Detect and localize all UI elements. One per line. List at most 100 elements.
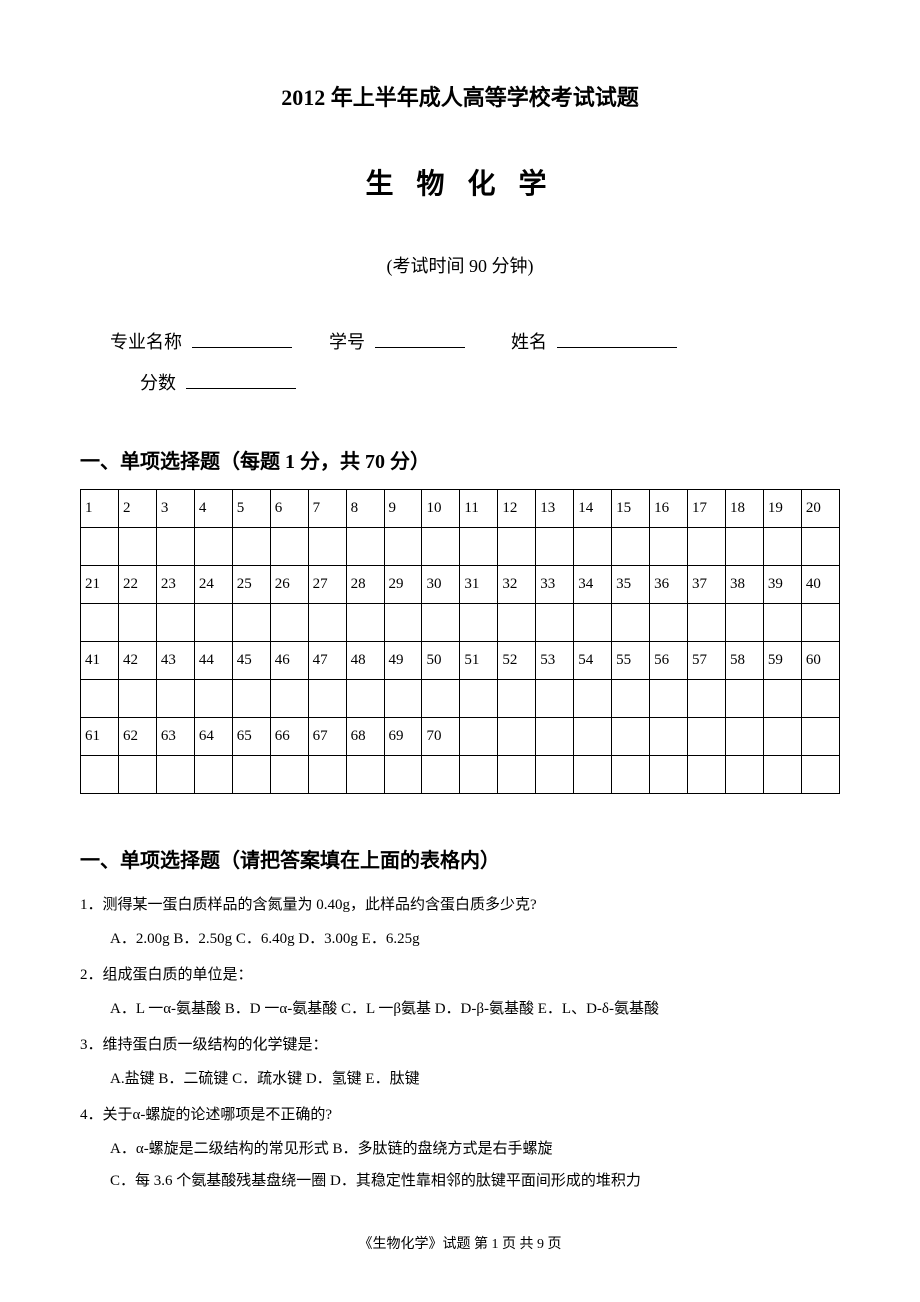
answer-cell[interactable] [308, 604, 346, 642]
answer-cell[interactable] [156, 680, 194, 718]
answer-cell[interactable] [536, 604, 574, 642]
answer-cell[interactable] [725, 528, 763, 566]
answer-cell[interactable] [688, 528, 726, 566]
answer-cell[interactable] [232, 604, 270, 642]
answer-cell[interactable] [574, 756, 612, 794]
answer-cell[interactable] [650, 680, 688, 718]
section1-title: 一、单项选择题（每题 1 分，共 70 分） [80, 445, 840, 474]
answer-cell[interactable] [574, 680, 612, 718]
answer-cell[interactable] [156, 528, 194, 566]
answer-cell[interactable] [460, 756, 498, 794]
answer-cell[interactable] [574, 604, 612, 642]
cell: 5 [232, 490, 270, 528]
answer-cell[interactable] [801, 756, 839, 794]
answer-cell[interactable] [308, 756, 346, 794]
answer-cell[interactable] [612, 756, 650, 794]
answer-cell[interactable] [156, 604, 194, 642]
answer-cell[interactable] [574, 528, 612, 566]
answer-cell[interactable] [688, 604, 726, 642]
answer-cell[interactable] [725, 756, 763, 794]
answer-cell[interactable] [270, 680, 308, 718]
answer-cell[interactable] [346, 756, 384, 794]
answer-cell[interactable] [270, 528, 308, 566]
answer-cell[interactable] [460, 680, 498, 718]
answer-cell[interactable] [763, 680, 801, 718]
cell: 60 [801, 642, 839, 680]
answer-cell[interactable] [232, 680, 270, 718]
answer-cell[interactable] [270, 604, 308, 642]
answer-cell[interactable] [194, 756, 232, 794]
answer-cell[interactable] [422, 756, 460, 794]
answer-cell[interactable] [384, 756, 422, 794]
cell: 59 [763, 642, 801, 680]
answer-cell[interactable] [460, 528, 498, 566]
answer-cell[interactable] [498, 680, 536, 718]
cell [536, 718, 574, 756]
answer-cell[interactable] [346, 604, 384, 642]
answer-cell[interactable] [763, 528, 801, 566]
grid-row-4-numbers: 61 62 63 64 65 66 67 68 69 70 [81, 718, 840, 756]
answer-cell[interactable] [688, 756, 726, 794]
answer-cell[interactable] [118, 756, 156, 794]
answer-cell[interactable] [422, 528, 460, 566]
answer-cell[interactable] [460, 604, 498, 642]
answer-cell[interactable] [498, 604, 536, 642]
answer-cell[interactable] [801, 680, 839, 718]
answer-cell[interactable] [384, 680, 422, 718]
cell: 13 [536, 490, 574, 528]
answer-cell[interactable] [81, 680, 119, 718]
answer-cell[interactable] [422, 604, 460, 642]
id-blank[interactable] [375, 347, 465, 348]
answer-cell[interactable] [725, 680, 763, 718]
answer-cell[interactable] [194, 528, 232, 566]
cell [801, 718, 839, 756]
answer-cell[interactable] [384, 528, 422, 566]
answer-cell[interactable] [81, 604, 119, 642]
answer-cell[interactable] [232, 756, 270, 794]
answer-cell[interactable] [498, 756, 536, 794]
answer-cell[interactable] [688, 680, 726, 718]
answer-cell[interactable] [498, 528, 536, 566]
cell [688, 718, 726, 756]
cell: 46 [270, 642, 308, 680]
answer-cell[interactable] [194, 680, 232, 718]
answer-cell[interactable] [725, 604, 763, 642]
cell: 18 [725, 490, 763, 528]
cell: 47 [308, 642, 346, 680]
answer-cell[interactable] [650, 528, 688, 566]
answer-cell[interactable] [612, 680, 650, 718]
answer-cell[interactable] [422, 680, 460, 718]
answer-cell[interactable] [536, 756, 574, 794]
score-blank[interactable] [186, 388, 296, 389]
answer-cell[interactable] [384, 604, 422, 642]
answer-cell[interactable] [536, 528, 574, 566]
answer-cell[interactable] [346, 528, 384, 566]
cell: 50 [422, 642, 460, 680]
answer-cell[interactable] [612, 528, 650, 566]
answer-cell[interactable] [232, 528, 270, 566]
answer-cell[interactable] [118, 604, 156, 642]
answer-cell[interactable] [650, 604, 688, 642]
answer-cell[interactable] [801, 604, 839, 642]
answer-cell[interactable] [118, 528, 156, 566]
answer-cell[interactable] [763, 756, 801, 794]
answer-cell[interactable] [81, 756, 119, 794]
answer-cell[interactable] [801, 528, 839, 566]
name-blank[interactable] [557, 347, 677, 348]
major-blank[interactable] [192, 347, 292, 348]
answer-cell[interactable] [763, 604, 801, 642]
cell: 8 [346, 490, 384, 528]
answer-cell[interactable] [536, 680, 574, 718]
grid-row-3-answers [81, 680, 840, 718]
answer-cell[interactable] [118, 680, 156, 718]
answer-cell[interactable] [194, 604, 232, 642]
answer-cell[interactable] [308, 528, 346, 566]
answer-cell[interactable] [346, 680, 384, 718]
cell: 43 [156, 642, 194, 680]
answer-cell[interactable] [650, 756, 688, 794]
answer-cell[interactable] [81, 528, 119, 566]
answer-cell[interactable] [308, 680, 346, 718]
answer-cell[interactable] [612, 604, 650, 642]
answer-cell[interactable] [270, 756, 308, 794]
answer-cell[interactable] [156, 756, 194, 794]
